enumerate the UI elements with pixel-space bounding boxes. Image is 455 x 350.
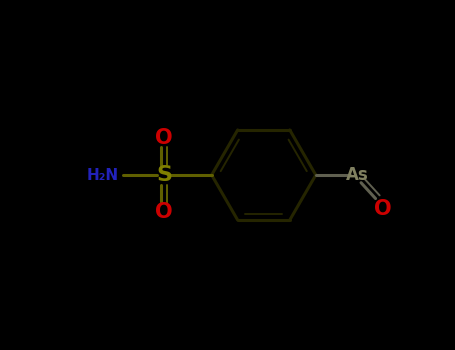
Text: S: S (156, 165, 172, 185)
Text: O: O (155, 202, 173, 222)
Text: H₂N: H₂N (87, 168, 119, 182)
Text: O: O (374, 199, 391, 219)
Text: O: O (155, 128, 173, 148)
Text: As: As (346, 166, 369, 184)
